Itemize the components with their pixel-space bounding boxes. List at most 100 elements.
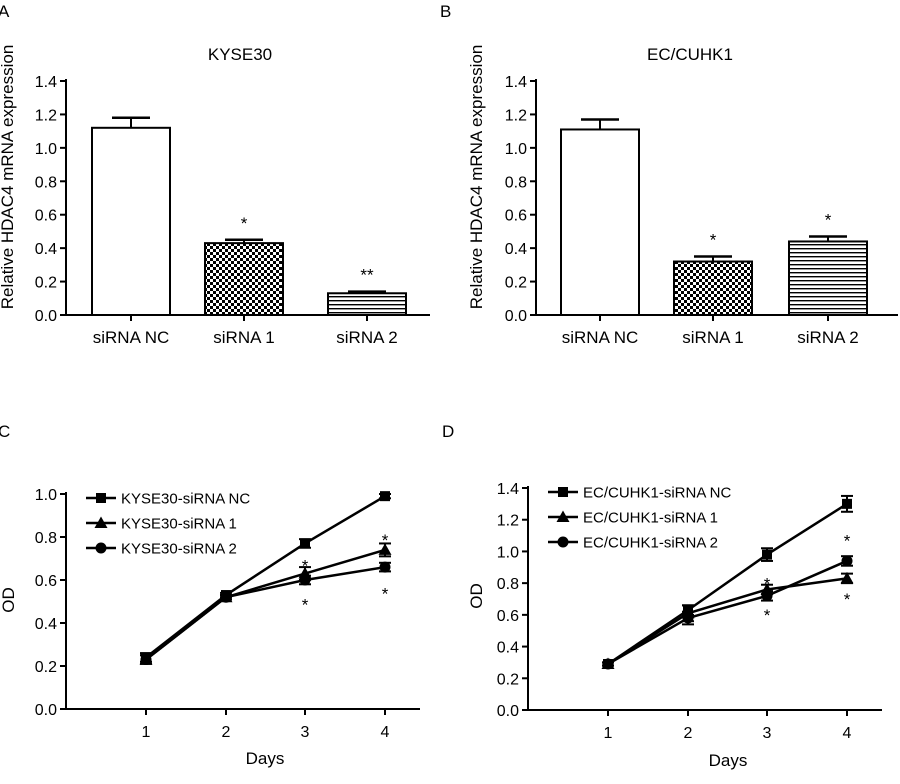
panel-c-data-point xyxy=(220,591,232,603)
panel-a-y-tick-label: 1.4 xyxy=(35,74,57,91)
panel-a-significance-mark: ** xyxy=(360,266,374,285)
panel-a-bar xyxy=(91,126,171,316)
panel-d-series-line xyxy=(607,502,848,666)
panel-d-legend-label: EC/CUHK1-siRNA 2 xyxy=(583,535,718,552)
panel-c-line-chart: C OD Days 0.0 0.2 0.4 0.6 0.8 1.0 1 2 3 4 KYSE30-s… xyxy=(0,422,420,768)
panel-d-significance-mark: * xyxy=(764,574,771,593)
panel-b-y-axis-label: Relative HDAC4 mRNA expression xyxy=(467,45,486,310)
panel-d-legend-marker xyxy=(558,487,568,497)
panel-b-y-tick-label: 1.4 xyxy=(505,74,527,91)
panel-d-series-line xyxy=(607,559,848,666)
panel-d-legend-label: EC/CUHK1-siRNA 1 xyxy=(583,510,718,527)
panel-b-y-tick-label: 0.2 xyxy=(505,275,527,292)
panel-a-category-label: siRNA 2 xyxy=(336,328,397,347)
panel-b-category-label: siRNA NC xyxy=(562,328,639,347)
panel-c-legend-label: KYSE30-siRNA 2 xyxy=(121,541,237,558)
panel-a-y-tick-label: 1.0 xyxy=(35,141,57,158)
panel-b-y-tick-label: 1.0 xyxy=(505,141,527,158)
panel-c-legend-item: KYSE30-siRNA NC xyxy=(86,491,250,508)
panel-d-legend-item: EC/CUHK1-siRNA 2 xyxy=(548,535,718,552)
panel-c-y-tick-label: 1.0 xyxy=(35,487,57,504)
panel-a-y-tick-label: 0.0 xyxy=(35,308,57,325)
panel-d-letter: D xyxy=(442,422,454,441)
panel-c-legend-label: KYSE30-siRNA NC xyxy=(121,491,250,508)
panel-d-x-tick-label: 2 xyxy=(684,725,693,742)
panel-d-data-point xyxy=(841,555,853,567)
panel-a-y-tick-label: 1.2 xyxy=(35,107,57,124)
panel-c-data-point xyxy=(140,654,152,666)
panel-d-y-tick-label: 1.0 xyxy=(497,544,519,561)
panel-c-x-axis-label: Days xyxy=(246,749,285,768)
panel-d-y-tick-label: 1.2 xyxy=(497,513,519,530)
panel-d-legend-label: EC/CUHK1-siRNA NC xyxy=(583,485,732,502)
panel-a-letter: A xyxy=(0,2,10,21)
panel-b-y-tick-label: 0.4 xyxy=(505,241,527,258)
panel-d-significance-mark: * xyxy=(844,590,851,609)
panel-b-category-label: siRNA 2 xyxy=(797,328,858,347)
panel-d-y-axis-label: OD xyxy=(467,583,486,609)
panel-c-series-2 xyxy=(139,542,392,665)
panel-d-x-tick-label: 4 xyxy=(843,725,852,742)
panel-d-legend-item: EC/CUHK1-siRNA 1 xyxy=(548,510,718,527)
panel-a-y-axis-label: Relative HDAC4 mRNA expression xyxy=(0,45,17,310)
panel-d-significance-mark: * xyxy=(764,606,771,625)
panel-b-y-tick-label: 0.6 xyxy=(505,208,527,225)
panel-c-legend-marker xyxy=(96,493,106,503)
panel-d-series-3 xyxy=(602,555,853,670)
panel-d-y-tick-label: 0.0 xyxy=(497,703,519,720)
panel-b-y-tick-label: 1.2 xyxy=(505,107,527,124)
panel-a-category-label: siRNA 1 xyxy=(213,328,274,347)
panel-d-data-point xyxy=(682,612,694,624)
panel-a-significance-mark: * xyxy=(241,214,248,233)
panel-c-x-tick-label: 2 xyxy=(222,724,231,741)
panel-d-series-2 xyxy=(601,571,854,670)
panel-d-x-tick-label: 1 xyxy=(604,725,613,742)
panel-d-y-tick-label: 0.6 xyxy=(497,608,519,625)
panel-c-letter: C xyxy=(0,422,10,441)
panel-c-legend-item: KYSE30-siRNA 1 xyxy=(86,516,237,533)
panel-b-significance-mark: * xyxy=(825,210,832,229)
panel-a-title: KYSE30 xyxy=(208,45,272,64)
panel-c-y-tick-label: 0.8 xyxy=(35,530,57,547)
panel-c-legend-marker xyxy=(94,516,108,528)
panel-c-y-axis-label: OD xyxy=(0,587,18,613)
panel-c-y-tick-label: 0.6 xyxy=(35,573,57,590)
panel-d-y-tick-label: 0.4 xyxy=(497,640,519,657)
panel-c-series-3 xyxy=(140,561,391,666)
panel-a-bar xyxy=(327,292,407,316)
panel-c-legend-marker xyxy=(95,542,107,554)
panel-c-x-tick-label: 3 xyxy=(301,724,310,741)
panel-c-series-line xyxy=(145,565,386,661)
panel-c-significance-mark: * xyxy=(302,595,309,614)
panel-d-series-line xyxy=(607,577,848,666)
panel-b-bar-chart: B EC/CUHK1 Relative HDAC4 mRNA expressio… xyxy=(440,2,898,347)
panel-b-y-tick-label: 0.8 xyxy=(505,174,527,191)
panel-d-y-tick-label: 1.4 xyxy=(497,481,519,498)
panel-b-significance-mark: * xyxy=(710,231,717,250)
panel-d-line-chart: D OD Days 0.0 0.2 0.4 0.6 0.8 1.0 1.2 1.4 1 2 3 4 EC… xyxy=(442,422,882,770)
panel-b-y-tick-label: 0.0 xyxy=(505,308,527,325)
panel-a-bar xyxy=(204,242,284,316)
panel-d-y-tick-label: 0.8 xyxy=(497,576,519,593)
panel-c-y-tick-label: 0.4 xyxy=(35,616,57,633)
panel-d-legend-marker xyxy=(557,536,569,548)
panel-c-significance-mark: * xyxy=(382,531,389,550)
panel-d-y-tick-label: 0.2 xyxy=(497,671,519,688)
panel-d-data-point xyxy=(842,498,852,509)
panel-b-bar xyxy=(673,260,753,316)
panel-c-significance-mark: * xyxy=(302,557,309,576)
panel-c-x-tick-label: 4 xyxy=(381,724,390,741)
panel-b-bar xyxy=(560,128,640,316)
panel-a-y-tick-label: 0.4 xyxy=(35,241,57,258)
panel-b-category-label: siRNA 1 xyxy=(682,328,743,347)
panel-c-data-point xyxy=(378,543,392,555)
panel-c-data-point xyxy=(300,538,310,549)
panel-d-data-point xyxy=(602,658,614,670)
panel-c-series-line xyxy=(145,548,386,661)
panel-c-x-tick-label: 1 xyxy=(142,724,151,741)
panel-a-y-tick-label: 0.6 xyxy=(35,208,57,225)
panel-a-category-label: siRNA NC xyxy=(93,328,170,347)
panel-d-x-axis-label: Days xyxy=(709,751,748,770)
panel-c-y-tick-label: 0.2 xyxy=(35,659,57,676)
